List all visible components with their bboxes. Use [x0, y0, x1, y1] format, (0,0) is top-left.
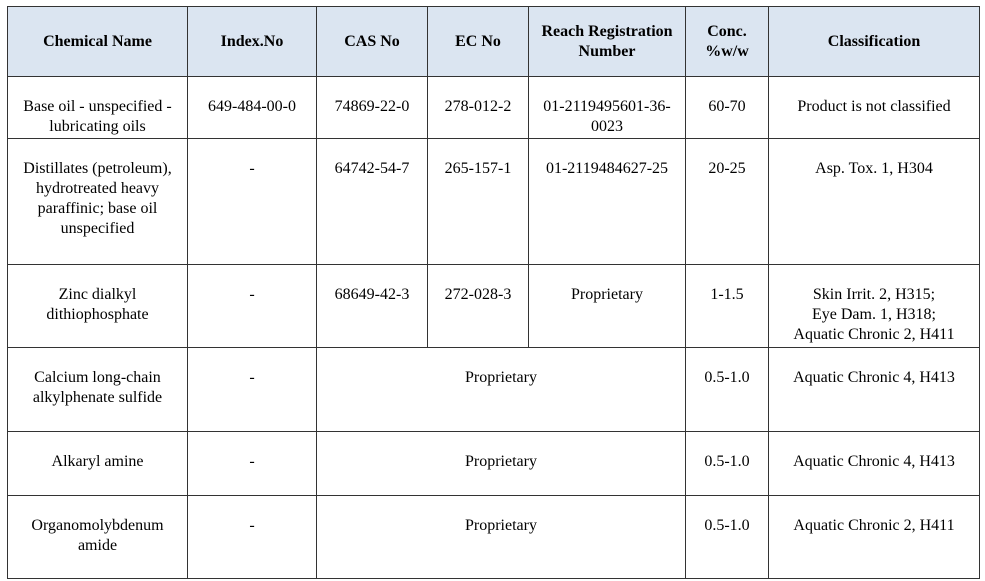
table-cell: 60-70 — [685, 76, 769, 139]
table-cell: Proprietary — [316, 431, 686, 496]
table-cell: - — [187, 347, 317, 432]
cell-line: Eye Dam. 1, H318; — [812, 306, 936, 323]
table-cell: 74869-22-0 — [316, 76, 428, 139]
table-row: Base oil - unspecified - lubricating oil… — [7, 76, 980, 139]
table-cell: - — [187, 264, 317, 348]
table-cell: 64742-54-7 — [316, 138, 428, 265]
composition-table: Chemical Name Index.No CAS No EC No Reach Re… — [7, 6, 980, 579]
table-row: Organomolybdenum amide - Proprietary 0.5-1.… — [7, 495, 980, 579]
table-cell: 68649-42-3 — [316, 264, 428, 348]
table-cell: 0.5-1.0 — [685, 347, 769, 432]
table-cell: 20-25 — [685, 138, 769, 265]
table-cell: Proprietary — [528, 264, 686, 348]
table-row: Distillates (petroleum), hydrotreated he… — [7, 138, 980, 265]
header-row: Chemical Name Index.No CAS No EC No Reach Re… — [7, 6, 980, 77]
table-cell: Product is not classified — [768, 76, 980, 139]
table-cell: Skin Irrit. 2, H315; Eye Dam. 1, H318; Aqu… — [768, 264, 980, 348]
table-cell: - — [187, 495, 317, 579]
table-cell: - — [187, 431, 317, 496]
table-cell: Organomolybdenum amide — [7, 495, 188, 579]
table-cell: Aquatic Chronic 4, H413 — [768, 431, 980, 496]
header-cell: Classification — [768, 6, 980, 77]
header-cell: Index.No — [187, 6, 317, 77]
table-cell: Zinc dialkyl dithiophosphate — [7, 264, 188, 348]
header-cell: Reach Registration Number — [528, 6, 686, 77]
table-cell: Aquatic Chronic 2, H411 — [768, 495, 980, 579]
table-cell: 01-2119495601-36-0023 — [528, 76, 686, 139]
table-cell: Calcium long-chain alkylphenate sulfide — [7, 347, 188, 432]
header-cell: CAS No — [316, 6, 428, 77]
cell-line: Skin Irrit. 2, H315; — [812, 286, 936, 303]
table-cell: 272-028-3 — [427, 264, 529, 348]
table-row: Calcium long-chain alkylphenate sulfide -… — [7, 347, 980, 432]
table-cell: Proprietary — [316, 347, 686, 432]
table-cell: Asp. Tox. 1, H304 — [768, 138, 980, 265]
table-cell: 01-2119484627-25 — [528, 138, 686, 265]
table-cell: 265-157-1 — [427, 138, 529, 265]
table-cell: 0.5-1.0 — [685, 495, 769, 579]
header-cell: Chemical Name — [7, 6, 188, 77]
table-cell: Distillates (petroleum), hydrotreated he… — [7, 138, 188, 265]
cell-line: Aquatic Chronic 2, H411 — [793, 326, 955, 343]
table-cell: Base oil - unspecified - lubricating oil… — [7, 76, 188, 139]
table-cell: 0.5-1.0 — [685, 431, 769, 496]
table-cell: Alkaryl amine — [7, 431, 188, 496]
table-cell: 649-484-00-0 — [187, 76, 317, 139]
table-row: Alkaryl amine - Proprietary 0.5-1.0 Aquatic … — [7, 431, 980, 496]
table-cell: Aquatic Chronic 4, H413 — [768, 347, 980, 432]
table-cell: 278-012-2 — [427, 76, 529, 139]
table-cell: Proprietary — [316, 495, 686, 579]
table-cell: 1-1.5 — [685, 264, 769, 348]
header-cell: EC No — [427, 6, 529, 77]
header-cell: Conc. %w/w — [685, 6, 769, 77]
table-cell: - — [187, 138, 317, 265]
table-row: Zinc dialkyl dithiophosphate -68649-42-3 2… — [7, 264, 980, 348]
